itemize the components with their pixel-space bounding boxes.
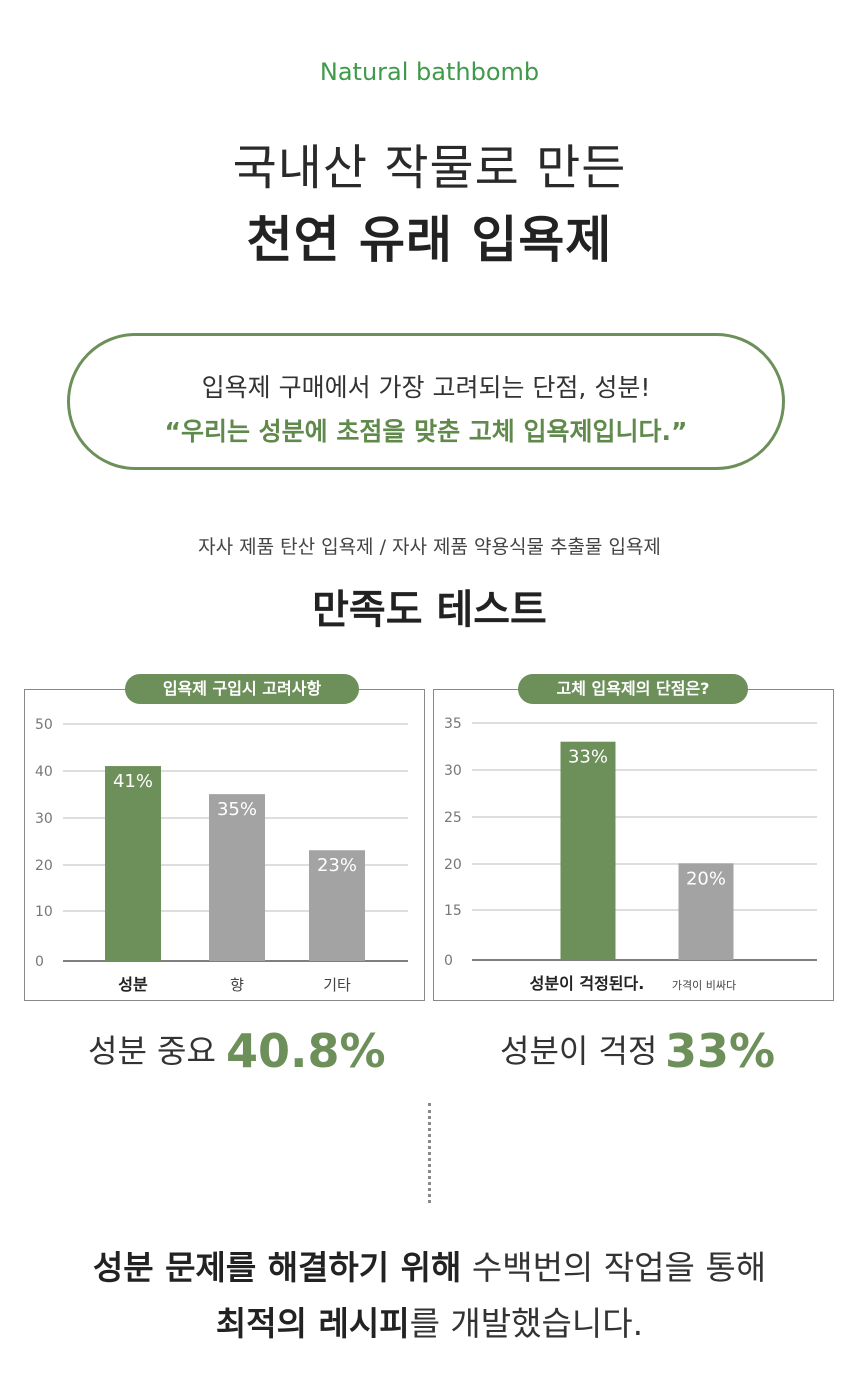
bar — [105, 766, 161, 961]
chart-title-right: 고체 입욕제의 단점은? — [518, 674, 748, 704]
stat-left-value: 40.8% — [226, 1024, 386, 1078]
x-category-label: 가격이 비싸다 — [672, 979, 736, 992]
bar — [560, 741, 616, 960]
stat-right: 성분이 걱정 33% — [430, 1018, 859, 1078]
headline-line2: 천연 유래 입욕제 — [246, 211, 613, 269]
x-category-label: 기타 — [323, 976, 351, 994]
bar-value-label: 20% — [686, 868, 726, 889]
footer-line1: 성분 문제를 해결하기 위해 수백번의 작업을 통해 — [0, 1241, 859, 1289]
y-tick-label: 0 — [444, 953, 453, 969]
footer-line2-rest: 를 개발했습니다. — [409, 1304, 644, 1343]
chart-title-left: 입욕제 구입시 고려사항 — [125, 674, 359, 704]
x-category-label: 성분 — [118, 975, 148, 994]
x-category-label: 성분이 걱정된다. — [530, 974, 645, 993]
bar-value-label: 23% — [317, 855, 357, 876]
y-tick-label: 0 — [35, 954, 44, 970]
y-tick-label: 20 — [444, 857, 462, 873]
stat-left-label: 성분 중요 — [88, 1032, 216, 1070]
bar — [309, 850, 365, 961]
bar-value-label: 35% — [217, 799, 257, 820]
quote-box: 입욕제 구매에서 가장 고려되는 단점, 성분! “우리는 성분에 초점을 맞춘… — [67, 333, 785, 470]
footer-line1-rest: 수백번의 작업을 통해 — [461, 1248, 767, 1287]
quote-line2: “우리는 성분에 초점을 맞춘 고체 입욕제입니다.” — [164, 417, 688, 446]
footer-line2-bold: 최적의 레시피 — [215, 1304, 410, 1343]
headline-line1: 국내산 작물로 만든 — [232, 140, 627, 196]
bar-value-label: 41% — [113, 771, 153, 792]
dotted-divider — [428, 1103, 431, 1203]
bar-value-label: 33% — [568, 747, 608, 768]
y-tick-label: 30 — [35, 811, 53, 827]
quote-line1: 입욕제 구매에서 가장 고려되는 단점, 성분! — [201, 373, 651, 402]
stat-right-label: 성분이 걱정 — [500, 1032, 658, 1070]
stat-right-value: 33% — [665, 1024, 776, 1078]
chart-svg-right: 35 30 25 20 15 0 33% 성분이 걱정된다. 20% 가격이 비싸다 — [444, 716, 817, 993]
y-tick-label: 25 — [444, 810, 462, 826]
x-category-label: 향 — [230, 976, 244, 994]
bar — [209, 794, 265, 961]
y-tick-label: 10 — [35, 904, 53, 920]
y-tick-label: 50 — [35, 717, 53, 733]
y-tick-label: 15 — [444, 903, 462, 919]
chart-solid-bathbomb-cons: 35 30 25 20 15 0 33% 성분이 걱정된다. 20% 가격이 비싸다 고체 입욕제… — [433, 674, 834, 1001]
y-tick-label: 30 — [444, 763, 462, 779]
y-tick-label: 35 — [444, 716, 462, 732]
y-tick-label: 40 — [35, 764, 53, 780]
brand-title: Natural bathbomb — [319, 58, 540, 86]
footer-line1-bold: 성분 문제를 해결하기 위해 — [92, 1248, 462, 1287]
y-tick-label: 20 — [35, 858, 53, 874]
footer-line2: 최적의 레시피를 개발했습니다. — [0, 1297, 859, 1345]
chart-svg-left: 50 40 30 20 10 0 41% 성분 35% 향 23% 기타 — [35, 717, 408, 994]
test-title: 만족도 테스트 — [312, 587, 547, 633]
stat-left: 성분 중요 40.8% — [0, 1018, 430, 1078]
bar — [678, 863, 734, 960]
test-subtitle: 자사 제품 탄산 입욕제 / 자사 제품 약용식물 추출물 입욕제 — [198, 536, 661, 558]
chart-purchase-considerations: 50 40 30 20 10 0 41% 성분 35% 향 23% 기타 입욕제 구입시 고려사항 — [24, 674, 425, 1001]
